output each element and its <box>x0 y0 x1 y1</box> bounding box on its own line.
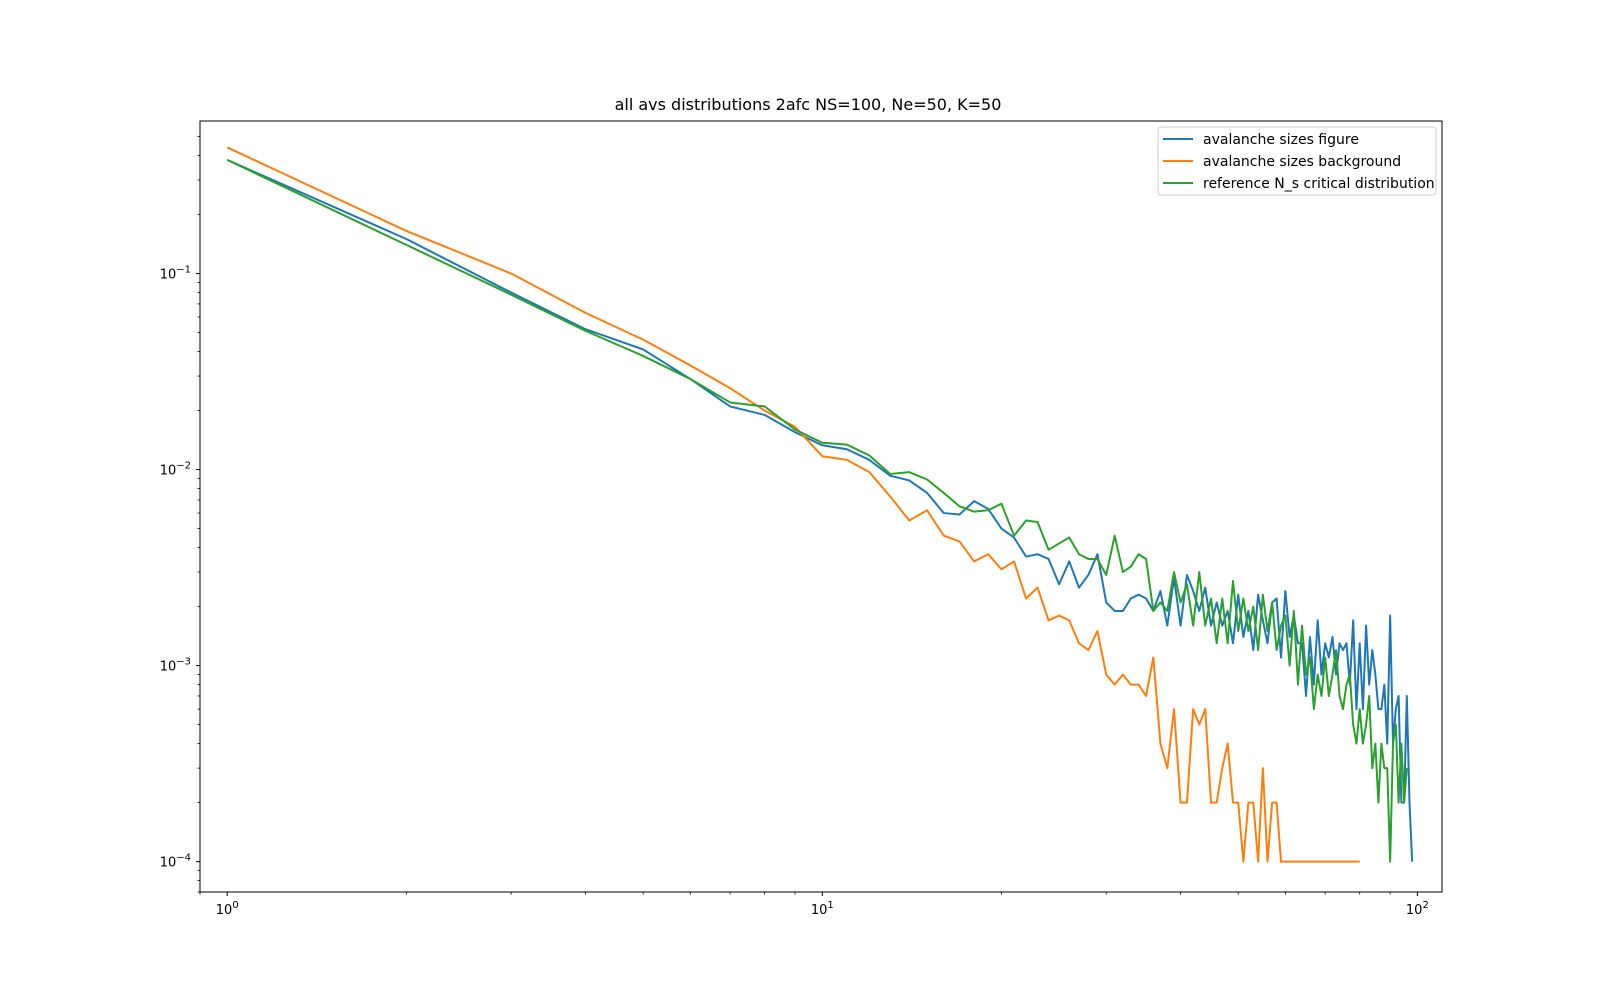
y-axis: 10−1 10−2 10−3 10−4 <box>160 136 200 893</box>
series-layer <box>226 146 1414 863</box>
y-tick-label: 10−3 <box>160 657 191 675</box>
y-tick-label: 10−4 <box>160 853 191 871</box>
series-line-2 <box>226 146 1360 863</box>
x-tick-label: 100 <box>216 900 239 918</box>
plot-frame <box>199 120 1443 893</box>
legend-label: reference N_s critical distribution <box>1203 176 1435 192</box>
legend-box <box>1157 126 1437 196</box>
chart-title: all avs distributions 2afc NS=100, Ne=50… <box>615 95 1002 114</box>
legend-label: avalanche sizes background <box>1203 154 1401 170</box>
y-tick-label: 10−2 <box>160 461 191 479</box>
x-axis: 100 101 102 <box>199 892 1429 918</box>
x-tick-label: 102 <box>1406 900 1429 918</box>
legend: avalanche sizes figure avalanche sizes ba… <box>1157 126 1437 196</box>
x-tick-label: 101 <box>811 900 834 918</box>
y-tick-label: 10−1 <box>160 265 191 283</box>
series-line-3 <box>226 158 1408 863</box>
series-line-1 <box>226 158 1414 862</box>
legend-label: avalanche sizes figure <box>1203 132 1359 148</box>
